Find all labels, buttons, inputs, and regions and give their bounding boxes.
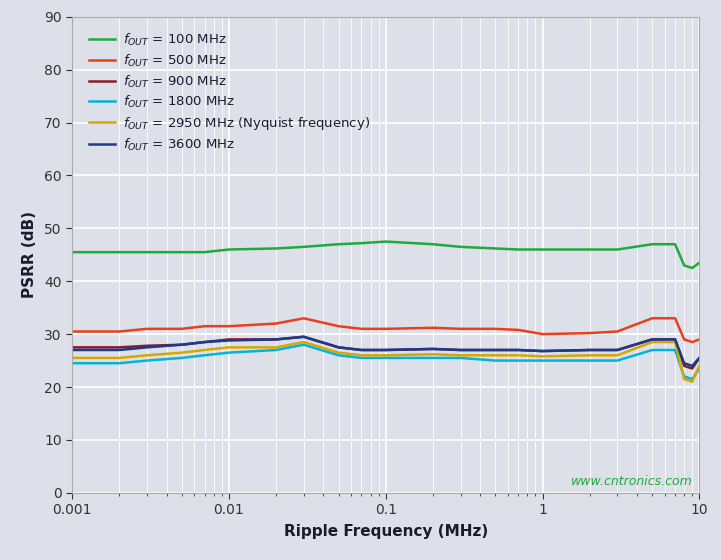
- Y-axis label: PSRR (dB): PSRR (dB): [22, 211, 37, 298]
- X-axis label: Ripple Frequency (MHz): Ripple Frequency (MHz): [283, 524, 488, 539]
- Text: www.cntronics.com: www.cntronics.com: [571, 475, 693, 488]
- Legend: $f_{OUT}$ = 100 MHz, $f_{OUT}$ = 500 MHz, $f_{OUT}$ = 900 MHz, $f_{OUT}$ = 1800 : $f_{OUT}$ = 100 MHz, $f_{OUT}$ = 500 MHz…: [85, 28, 374, 157]
